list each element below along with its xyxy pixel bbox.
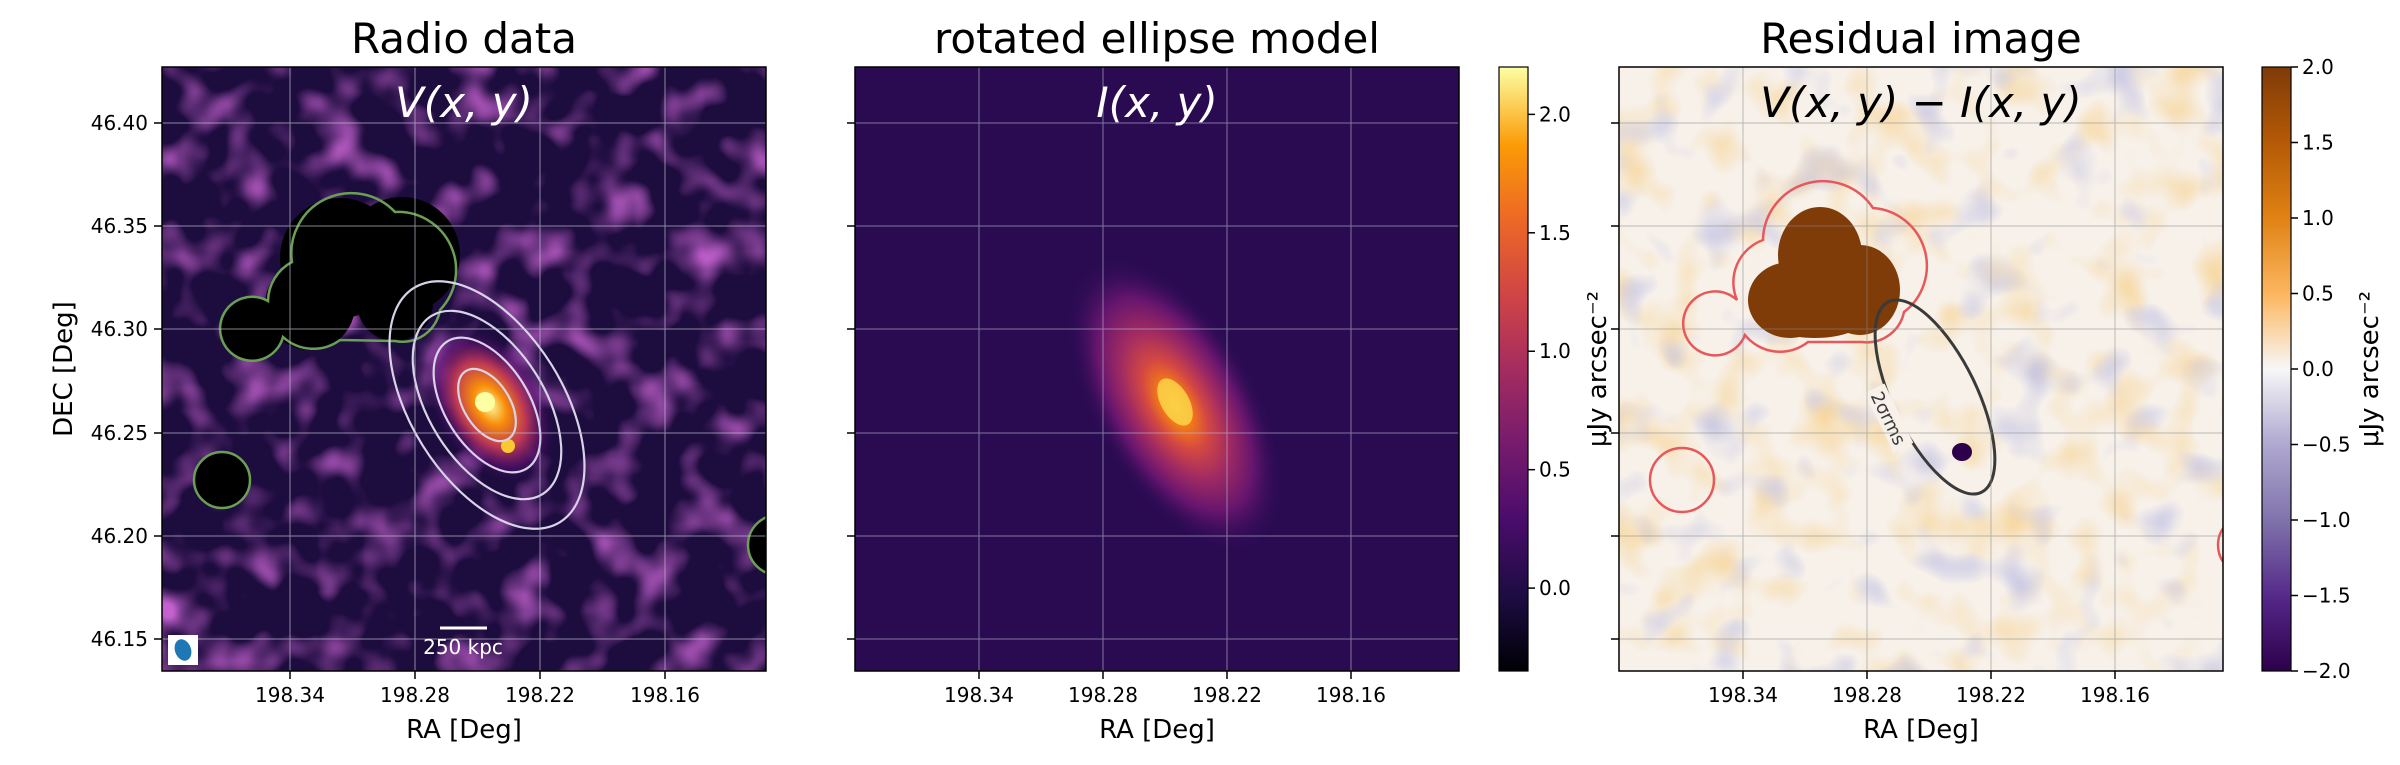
x-axis-label: RA [Deg] [1099,715,1215,745]
colorbar-fill [1499,67,1528,671]
x-tick-label: 198.22 [1192,683,1262,707]
mask-contours [1648,179,2223,564]
x-tick-label: 198.28 [380,683,450,707]
x-ticks [1742,671,2116,679]
colorbar-tick-label: 0.5 [1539,458,1571,482]
colorbar-residual: −2.0 −1.5 −1.0 −0.5 0.0 0.5 1.0 1.5 2.0 μJy arcs… [2261,55,2385,683]
x-tick-label: 198.16 [2080,683,2150,707]
plot-frame [161,66,767,672]
x-tick-labels: 198.34 198.28 198.22 198.16 [255,683,700,707]
colorbar-tick-label: 0.0 [2302,357,2334,381]
beam-marker [168,635,198,665]
x-tick-labels: 198.34 198.28 198.22 198.16 [1708,683,2150,707]
colorbar-tick-label: 1.0 [2302,206,2334,230]
colorbar-inferno: 0.0 0.5 1.0 1.5 2.0 μJy arcsec⁻² [1498,66,1613,672]
colorbar-frame [1498,66,1529,672]
y-ticks [154,122,162,640]
x-tick-label: 198.34 [944,683,1014,707]
panel-title: rotated ellipse model [934,14,1380,63]
grid-lines [162,67,766,671]
colorbar-ticks: 0.0 0.5 1.0 1.5 2.0 [1528,102,1571,600]
colorbar-tick-label: −2.0 [2302,659,2351,683]
scalebar-label: 250 kpc [423,635,503,659]
x-tick-label: 198.34 [255,683,325,707]
scalebar: 250 kpc [423,626,503,659]
x-axis-label: RA [Deg] [406,715,522,745]
plot-frame [1618,66,2224,672]
x-tick-label: 198.34 [1708,683,1778,707]
y-ticks [1611,122,1619,640]
x-tick-label: 198.22 [1956,683,2026,707]
x-tick-label: 198.28 [1068,683,1138,707]
panel-title: Residual image [1760,14,2082,63]
mask-contours [192,191,766,574]
x-tick-label: 198.16 [630,683,700,707]
panel-model: rotated ellipse model I(x, y) [847,14,1460,745]
y-tick-label: 46.15 [91,627,148,651]
colorbar-tick-label: −1.5 [2302,584,2351,608]
colorbar-tick-label: 0.0 [1539,576,1571,600]
colorbar-tick-label: −0.5 [2302,433,2351,457]
panel-inner-label: I(x, y) [1096,78,1218,127]
y-tick-labels: 46.40 46.35 46.30 46.25 46.20 46.15 [91,111,148,651]
source-peak [475,392,495,412]
x-tick-label: 198.22 [505,683,575,707]
plot-frame [854,66,1460,672]
colorbar-label: μJy arcsec⁻² [2355,291,2385,447]
x-tick-labels: 198.34 198.28 198.22 198.16 [944,683,1386,707]
colorbar-tick-label: 1.0 [1539,339,1571,363]
colorbar-fill [2262,67,2291,671]
y-tick-label: 46.30 [91,317,148,341]
x-tick-label: 198.28 [1832,683,1902,707]
colorbar-tick-label: 1.5 [2302,131,2334,155]
panel-inner-label: V(x, y) [395,78,533,127]
colorbar-tick-label: 2.0 [1539,102,1571,126]
colorbar-tick-label: 0.5 [2302,282,2334,306]
colorbar-tick-label: 2.0 [2302,55,2334,79]
panel-radio-data: Radio data [49,14,767,745]
panel-title: Radio data [351,14,577,63]
x-ticks [978,671,1352,679]
panel-residual: Residual image 2σrms [1611,14,2224,745]
x-ticks [289,671,666,679]
x-tick-label: 198.16 [1316,683,1386,707]
y-tick-label: 46.20 [91,524,148,548]
x-axis-label: RA [Deg] [1863,715,1979,745]
model-core [1157,378,1193,426]
negative-spot [1952,443,1972,461]
y-axis-label: DEC [Deg] [49,301,79,437]
colorbar-label: μJy arcsec⁻² [1583,291,1613,447]
colorbar-ticks: −2.0 −1.5 −1.0 −0.5 0.0 0.5 1.0 1.5 2.0 [2291,55,2351,683]
y-tick-label: 46.35 [91,214,148,238]
contour-label-gap [1864,383,1914,453]
grid-lines [855,67,1459,671]
colorbar-tick-label: −1.0 [2302,508,2351,532]
heatmap-noise-negative [1619,67,2223,671]
grid-lines [1619,67,2223,671]
y-ticks [847,122,855,640]
y-tick-label: 46.40 [91,111,148,135]
source-secondary [501,439,515,453]
y-tick-label: 46.25 [91,421,148,445]
colorbar-tick-label: 1.5 [1539,221,1571,245]
panel-inner-label: V(x, y) − I(x, y) [1760,78,2081,127]
model-contours [388,280,586,530]
